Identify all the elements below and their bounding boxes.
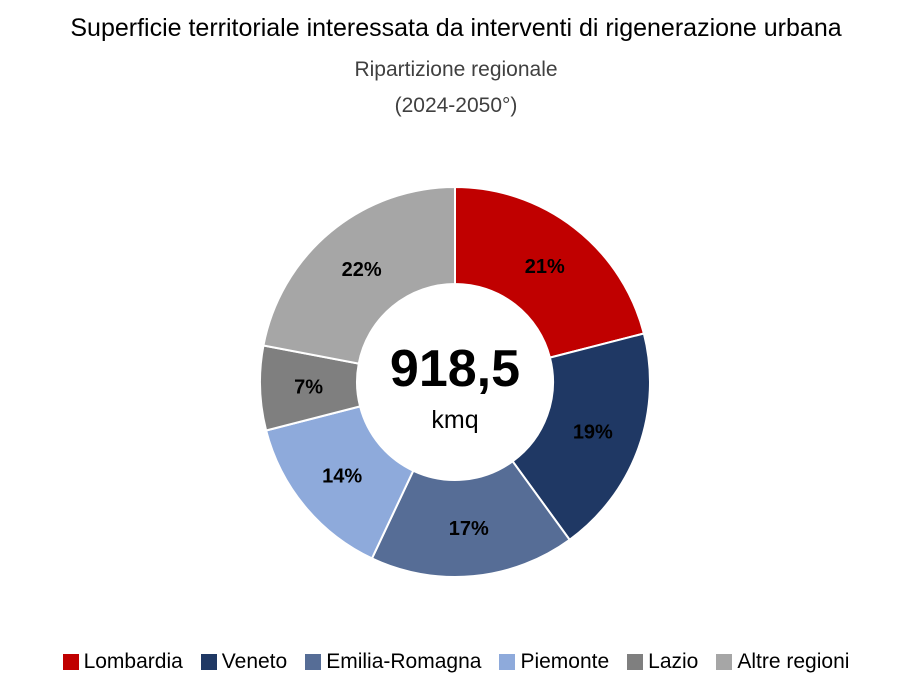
chart-subtitle: Ripartizione regionale	[354, 58, 558, 81]
legend-item: Altre regioni	[716, 650, 849, 674]
donut-data-label: 17%	[449, 518, 489, 540]
donut-slice-emilia-romagna	[370, 459, 572, 578]
legend-label: Lombardia	[83, 650, 183, 673]
donut-slice-altre-regioni	[262, 185, 456, 365]
legend-swatch	[716, 654, 733, 670]
donut-chart: 21% 19% 17% 14% 7% 22% 918,5 kmq	[259, 185, 651, 578]
chart-title: Superficie territoriale interessata da i…	[70, 14, 842, 42]
donut-center-value: 918,5	[390, 340, 520, 398]
chart-period: (2024-2050°)	[394, 94, 518, 117]
donut-data-label: 19%	[573, 422, 613, 444]
legend-swatch	[627, 654, 644, 670]
legend-item: Lombardia	[62, 650, 183, 674]
donut-slices	[259, 185, 651, 578]
donut-data-label: 22%	[342, 259, 382, 281]
legend-swatch	[62, 654, 79, 670]
legend-label: Lazio	[648, 650, 699, 673]
legend-label: Emilia-Romagna	[326, 650, 482, 673]
legend-item: Emilia-Romagna	[305, 650, 481, 674]
chart-legend: Lombardia Veneto Emilia-Romagna Piemonte Laz…	[0, 650, 912, 674]
donut-center-unit: kmq	[431, 406, 478, 434]
donut-slice-veneto	[511, 332, 651, 542]
legend-swatch	[499, 654, 516, 670]
legend-item: Piemonte	[499, 650, 609, 674]
legend-item: Veneto	[200, 650, 288, 674]
legend-label: Piemonte	[520, 650, 610, 673]
legend-swatch	[305, 654, 322, 670]
donut-data-label: 7%	[294, 377, 323, 399]
donut-data-label: 21%	[525, 256, 565, 278]
donut-data-labels: 21% 19% 17% 14% 7% 22%	[294, 256, 613, 540]
legend-item: Lazio	[627, 650, 698, 674]
legend-label: Veneto	[221, 650, 288, 673]
legend-swatch	[200, 654, 217, 670]
legend-label: Altre regioni	[737, 650, 850, 673]
donut-data-label: 14%	[322, 465, 362, 487]
donut-slice-lombardia	[454, 185, 646, 359]
